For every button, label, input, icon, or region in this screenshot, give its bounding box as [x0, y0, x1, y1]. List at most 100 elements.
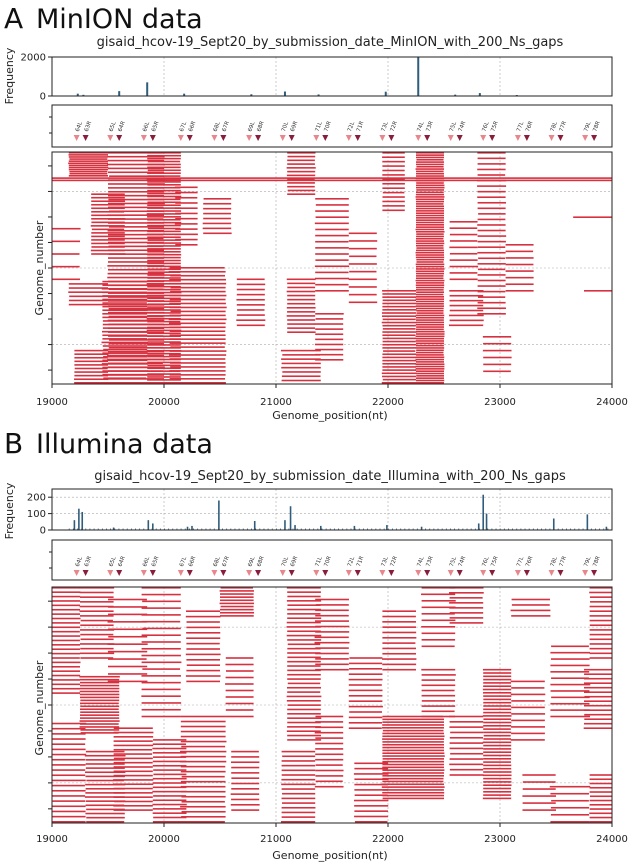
read-segment [69, 158, 108, 160]
hist-bar-minor [338, 528, 339, 530]
read-segment [348, 301, 378, 304]
read-segment [225, 702, 254, 705]
primer-marker [379, 570, 386, 576]
read-segment [91, 246, 125, 248]
read-segment [282, 792, 316, 795]
read-segment [147, 341, 181, 343]
read-segment [108, 190, 164, 193]
panel-a-primer-track: 64L 63R 65L 64R 66L 65R 67L 66R 68L 67R 69L 68R 70L 6… [49, 104, 613, 148]
read-segment [510, 693, 546, 696]
hist-bar-minor [180, 528, 182, 530]
panel-b-hist-ylabel: Frequency [3, 482, 16, 539]
read-segment [477, 296, 506, 298]
read-segment [52, 227, 81, 230]
read-segment [146, 329, 182, 332]
read-segment [108, 249, 164, 252]
read-segment [52, 613, 80, 615]
read-segment [382, 169, 405, 172]
read-segment [315, 228, 349, 231]
read-segment [90, 225, 125, 227]
read-segment [354, 778, 389, 781]
read-segment [85, 767, 125, 769]
primer-marker [424, 135, 431, 141]
read-segment [315, 353, 344, 356]
read-segment [314, 265, 350, 268]
primer-marker [288, 135, 295, 141]
read-segment [416, 182, 444, 184]
read-segment [348, 293, 377, 296]
read-segment [382, 160, 405, 163]
read-segment [416, 170, 444, 173]
read-segment [219, 602, 255, 605]
primer-marker [591, 135, 598, 141]
read-segment [108, 179, 165, 181]
read-segment [382, 156, 405, 159]
read-segment [52, 784, 85, 787]
hist-bar-minor [68, 528, 70, 530]
read-segment [203, 198, 232, 200]
hist-bar [186, 526, 189, 530]
read-segment [550, 683, 591, 686]
hist-bar-minor [217, 528, 219, 530]
read-segment [147, 306, 181, 308]
read-segment [449, 736, 484, 739]
read-segment [483, 754, 512, 757]
read-segment [382, 200, 405, 203]
read-segment [416, 286, 444, 289]
read-segment [589, 638, 612, 641]
hist-bar [384, 91, 387, 96]
read-segment [589, 786, 612, 789]
read-segment [146, 283, 181, 285]
hist-bar-minor [582, 528, 584, 530]
hist-bar-minor [313, 528, 315, 530]
read-segment [416, 330, 445, 333]
read-segment [74, 356, 108, 359]
read-segment [416, 224, 444, 226]
read-segment [226, 670, 254, 672]
read-segment [382, 797, 444, 800]
read-segment [230, 793, 260, 795]
read-segment [315, 668, 349, 671]
read-segment [483, 784, 512, 786]
read-segment [477, 224, 506, 226]
read-segment [315, 631, 350, 633]
read-segment [415, 193, 444, 196]
read-segment [231, 809, 260, 811]
read-segment [382, 715, 443, 718]
read-segment [354, 789, 389, 791]
read-segment [382, 775, 444, 777]
hist-bar [485, 513, 488, 530]
hist-bar-minor [267, 528, 269, 530]
read-segment [80, 696, 120, 699]
read-segment [315, 647, 349, 649]
read-segment [102, 309, 148, 312]
primer-label: 64R [117, 555, 126, 567]
hist-frame [51, 56, 613, 97]
read-segment [52, 652, 80, 655]
hist-bar-minor [346, 528, 348, 530]
read-segment [382, 340, 416, 343]
read-segment [415, 368, 445, 370]
read-segment [180, 760, 227, 763]
read-segment [505, 270, 534, 272]
read-segment [108, 382, 165, 384]
read-segment [225, 676, 254, 679]
read-segment [147, 154, 182, 157]
read-segment [91, 207, 125, 210]
hist-bar [317, 94, 320, 96]
read-segment [510, 739, 545, 741]
hist-bar-minor [607, 528, 609, 530]
read-segment [415, 377, 444, 379]
read-segment [52, 769, 86, 771]
read-segment [186, 664, 220, 666]
hist-bar-minor [586, 528, 588, 530]
read-segment [589, 657, 612, 659]
read-segment [477, 201, 507, 204]
read-segment [52, 774, 86, 777]
read-segment [584, 700, 612, 702]
hist-bar [420, 526, 423, 530]
read-segment [74, 374, 108, 377]
read-segment [382, 735, 445, 738]
primer-label: 73R [425, 555, 434, 567]
read-segment [74, 349, 109, 352]
